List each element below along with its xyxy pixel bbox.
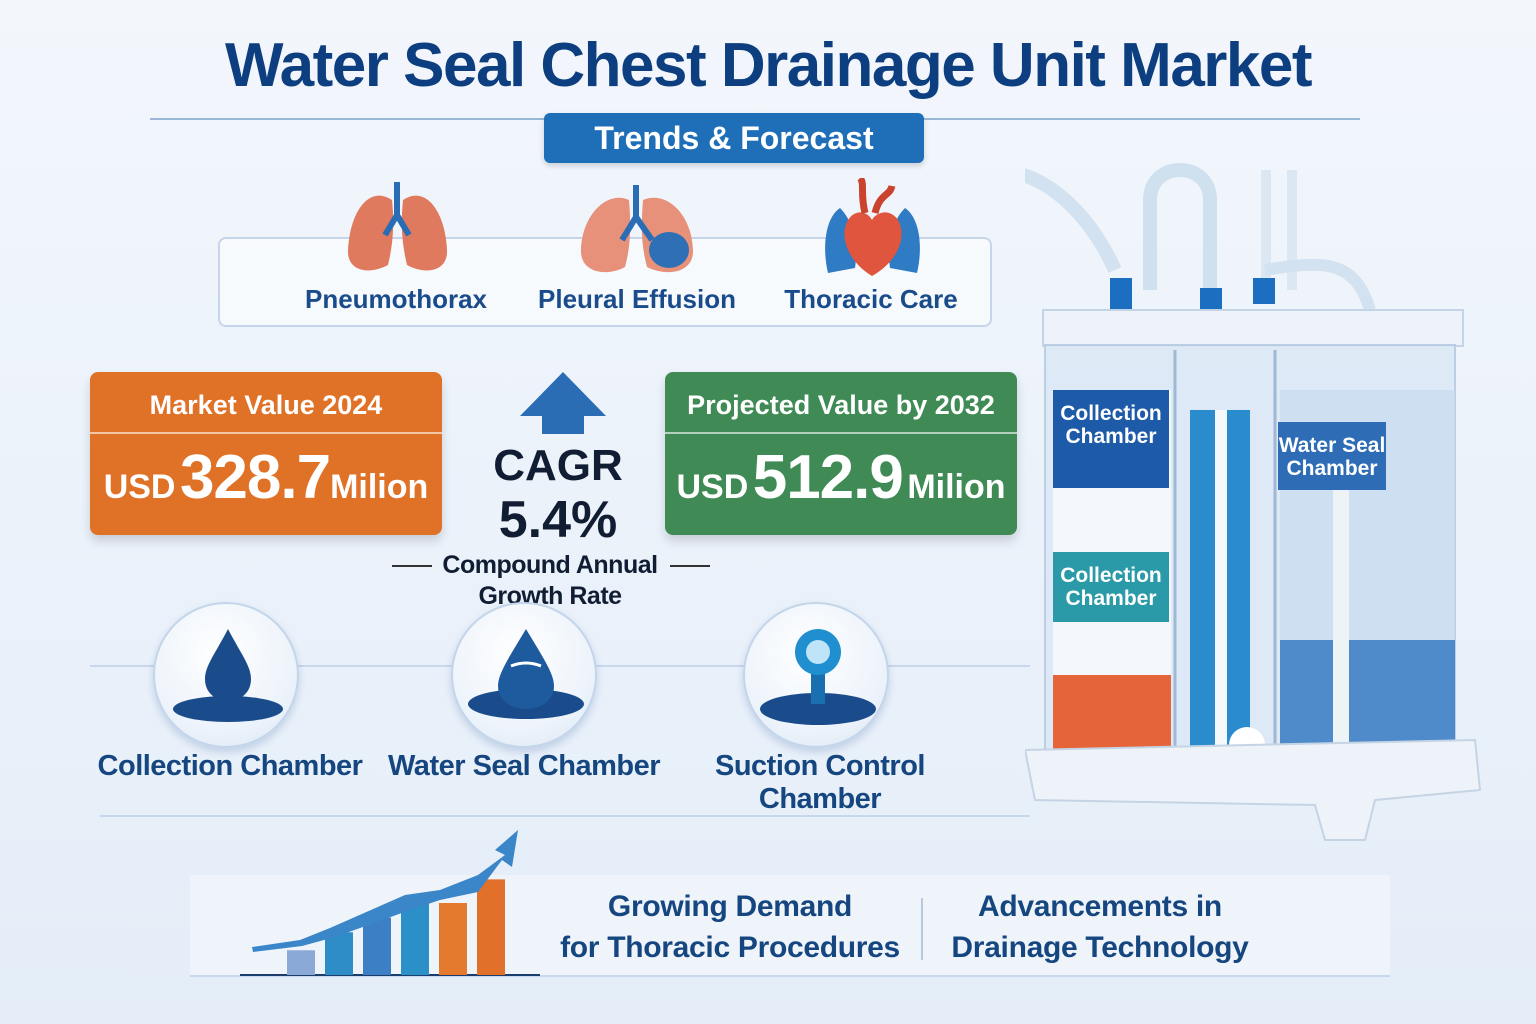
- divider: [924, 118, 1360, 120]
- growth-bar: [287, 950, 315, 975]
- growth-bar: [325, 932, 353, 975]
- condition-label: Pneumothorax: [304, 284, 488, 314]
- device-label-water-seal-chamber: Water Seal Chamber: [1278, 422, 1386, 490]
- currency: USD: [676, 468, 749, 506]
- driver-line: Drainage Technology: [951, 931, 1249, 964]
- divider: [392, 565, 432, 567]
- unit: Milion: [907, 468, 1006, 506]
- component-label: Suction Control Chamber: [715, 750, 925, 815]
- water-seal-chamber-badge: [451, 602, 597, 748]
- droplet-icon: [173, 629, 283, 722]
- driver-line: Advancements in: [978, 890, 1222, 923]
- driver-line: for Thoracic Procedures: [560, 931, 900, 964]
- component-label: Water Seal Chamber: [388, 750, 660, 782]
- market-value-2024-card: Market Value 2024 USD 328.7Milion: [90, 372, 442, 535]
- card-header: Projected Value by 2032: [665, 372, 1017, 434]
- suction-control-chamber-badge: [743, 602, 889, 748]
- component-label: Collection Chamber: [97, 750, 363, 782]
- collection-chamber-badge: [153, 602, 299, 748]
- cagr-description: Compound Annual Growth Rate: [430, 550, 670, 612]
- market-value: 328.7: [179, 443, 331, 512]
- label-line: Water Seal: [1278, 434, 1386, 457]
- drainage-unit-icon: [1025, 163, 1482, 841]
- label-line: Chamber: [1065, 425, 1157, 448]
- divider: [100, 815, 1030, 817]
- projected-value-2032-card: Projected Value by 2032 USD 512.9 Milion: [665, 372, 1017, 535]
- cagr-block: CAGR 5.4%: [460, 440, 656, 548]
- up-arrow-icon: [520, 372, 606, 434]
- device-label-collection-chamber: Collection Chamber: [1053, 390, 1169, 488]
- water-drop-pool-icon: [468, 629, 584, 719]
- cagr-label: CAGR: [493, 441, 623, 490]
- divider: [150, 118, 545, 120]
- lungs-icon: [347, 182, 448, 271]
- growth-bar: [439, 903, 467, 975]
- currency: USD: [103, 468, 176, 506]
- driver-line: Growing Demand: [607, 890, 853, 923]
- lungs-effusion-icon: [580, 185, 694, 273]
- divider: [670, 565, 710, 567]
- condition-label: Pleural Effusion: [538, 284, 736, 314]
- subtitle-badge: Trends & Forecast: [544, 113, 924, 163]
- drainage-unit-illustration: Collection Chamber Collection Chamber Wa…: [1025, 160, 1485, 850]
- unit: Milion: [330, 468, 429, 506]
- condition-label: Thoracic Care: [784, 284, 958, 314]
- label-line: Chamber: [1286, 457, 1378, 480]
- label-line: Collection: [1060, 402, 1162, 425]
- label-line: Chamber: [1065, 587, 1157, 610]
- growth-bar: [477, 879, 505, 975]
- device-label-collection-chamber: Collection Chamber: [1053, 552, 1169, 622]
- cagr-value: 5.4%: [498, 491, 618, 549]
- cagr-line: Compound Annual: [442, 551, 658, 579]
- suction-control-icon: [760, 629, 876, 725]
- label-line: Collection: [1060, 564, 1162, 587]
- growth-bar: [363, 917, 391, 975]
- driver-growing-demand: Growing Demand for Thoracic Procedures: [555, 886, 905, 968]
- page-title: Water Seal Chest Drainage Unit Market: [224, 31, 1313, 100]
- growth-chart: [240, 830, 540, 976]
- projected-value: 512.9: [752, 443, 904, 512]
- growth-bar: [401, 901, 429, 975]
- driver-advancements: Advancements in Drainage Technology: [940, 886, 1260, 968]
- divider: [921, 898, 923, 960]
- heart-lungs-icon: [825, 178, 920, 276]
- card-header: Market Value 2024: [90, 372, 442, 434]
- trend-arrow-icon: [252, 830, 518, 952]
